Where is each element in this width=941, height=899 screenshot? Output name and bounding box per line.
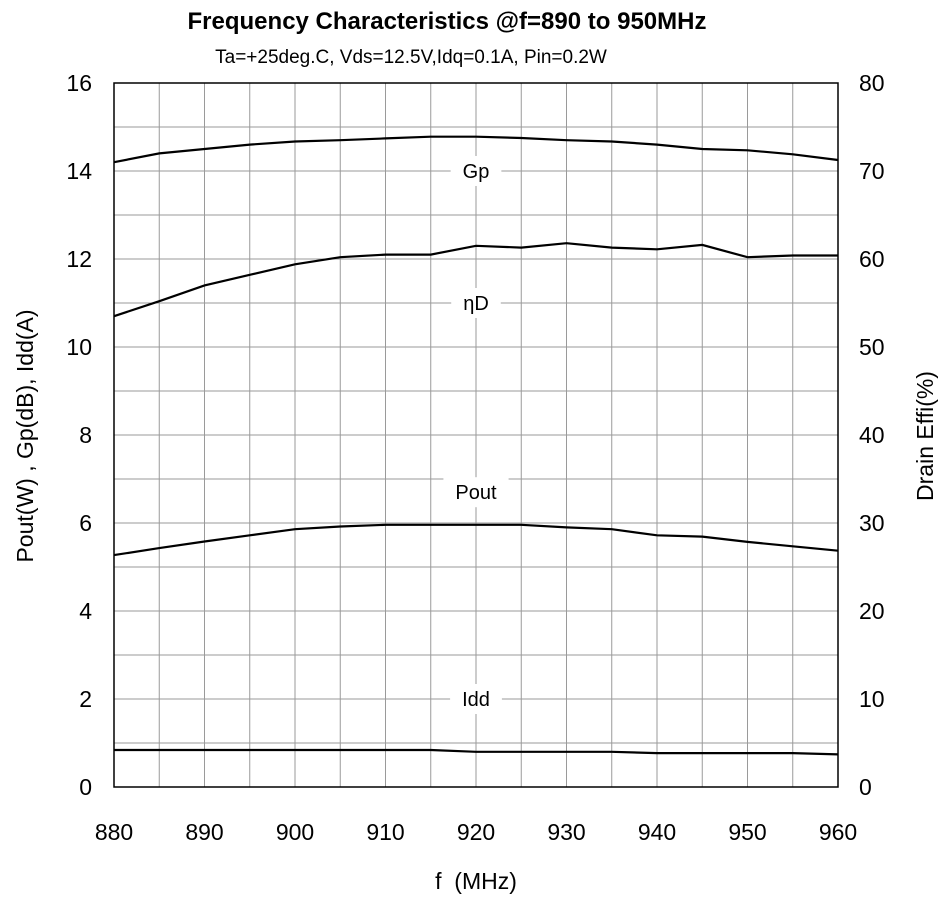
y-right-tick-label: 20: [859, 598, 885, 624]
series-label-background: [450, 684, 502, 714]
curve-layer: [113, 135, 839, 756]
y-right-tick-label: 0: [859, 774, 872, 800]
y-right-tick-label: 70: [859, 158, 885, 184]
x-tick-label: 960: [819, 819, 857, 845]
y-left-tick-label: 6: [79, 510, 92, 536]
x-tick-label: 950: [728, 819, 766, 845]
y-right-tick-label: 40: [859, 422, 885, 448]
y-axis-right-title: Drain Effi(%): [912, 371, 938, 501]
y-right-tick-label: 50: [859, 334, 885, 360]
y-left-tick-label: 10: [66, 334, 92, 360]
series-line-ηD: [113, 242, 838, 318]
series-label-background: [450, 156, 502, 186]
chart-title: Frequency Characteristics @f=890 to 950M…: [188, 8, 707, 35]
series-line-Idd: [114, 748, 839, 756]
series-label-Gp: Gp: [463, 161, 490, 183]
tick-label-layer: 880 890 900 910 920 930 940 950 9600246810121416…: [66, 70, 884, 845]
x-tick-label: 890: [185, 819, 223, 845]
plot-frame: [113, 82, 839, 788]
y-left-tick-label: 16: [66, 70, 92, 96]
x-tick-label: 910: [366, 819, 404, 845]
chart-subtitle: Ta=+25deg.C, Vds=12.5V,Idq=0.1A, Pin=0.2…: [215, 47, 607, 68]
series-label-Pout: Pout: [455, 482, 497, 504]
x-axis-title: f (MHz): [435, 868, 517, 894]
x-tick-label: 900: [276, 819, 314, 845]
series-label-ηD: ηD: [463, 293, 489, 315]
x-tick-label: 940: [638, 819, 676, 845]
y-right-tick-label: 10: [859, 686, 885, 712]
x-tick-label: 920: [457, 819, 495, 845]
y-axis-left-title: Pout(W) , Gp(dB), Idd(A): [12, 309, 38, 562]
y-left-tick-label: 12: [66, 246, 92, 272]
y-right-tick-label: 60: [859, 246, 885, 272]
series-label-background: [451, 288, 501, 318]
x-tick-label: 930: [547, 819, 585, 845]
series-label-Idd: Idd: [462, 689, 490, 711]
y-right-tick-label: 30: [859, 510, 885, 536]
y-left-tick-label: 2: [79, 686, 92, 712]
y-left-tick-label: 8: [79, 422, 92, 448]
y-left-tick-label: 14: [66, 158, 92, 184]
series-line-Gp: [113, 135, 839, 164]
series-line-Pout: [113, 523, 839, 557]
y-left-tick-label: 0: [79, 774, 92, 800]
series-label-background: [443, 477, 509, 508]
y-right-tick-label: 80: [859, 70, 885, 96]
y-left-tick-label: 4: [79, 598, 92, 624]
x-tick-label: 880: [95, 819, 133, 845]
grid-layer: [114, 83, 838, 787]
series-label-layer: Gp ηD Pout Idd: [443, 156, 509, 714]
